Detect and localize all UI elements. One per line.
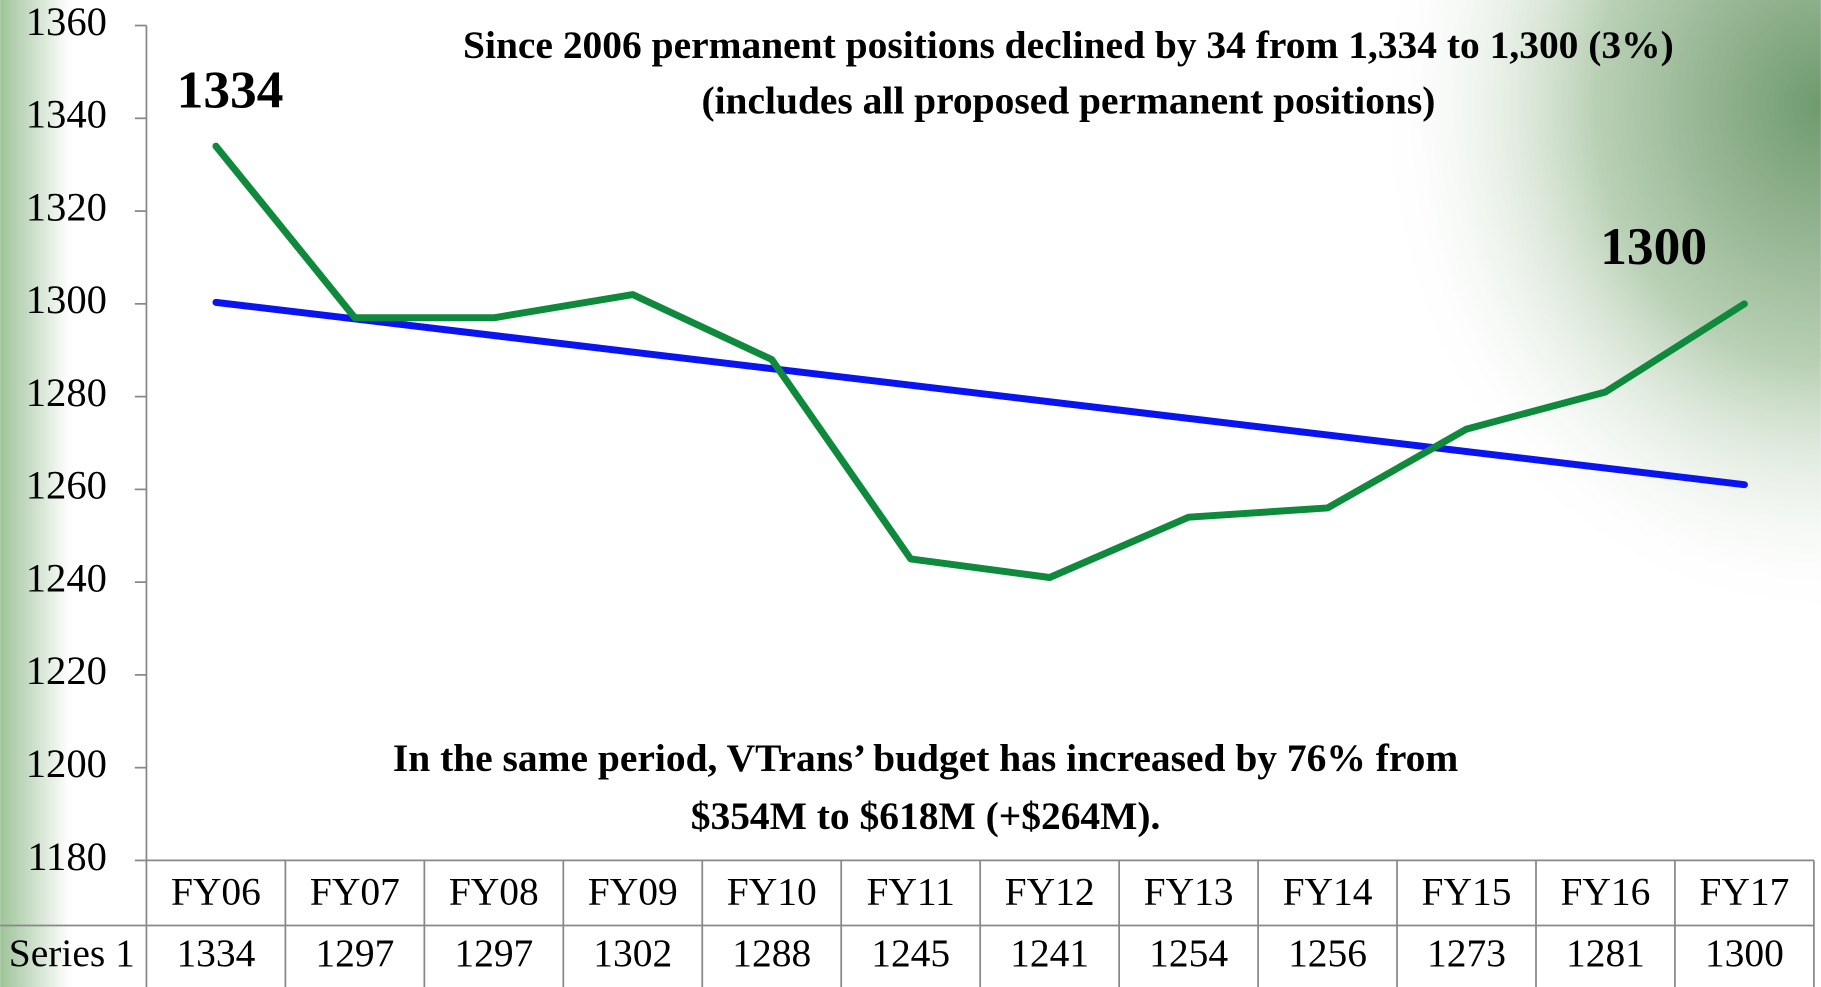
y-tick-label: 1200: [26, 741, 107, 786]
y-tick-label: 1340: [26, 92, 107, 137]
y-tick-label: 1220: [26, 648, 107, 693]
table-value: 1288: [732, 931, 811, 975]
data-line: [212, 142, 1748, 581]
x-tick-label: FY11: [866, 869, 954, 913]
y-tick-label: 1360: [26, 0, 107, 44]
trendline: [212, 298, 1748, 489]
table-value: 1245: [871, 931, 950, 975]
table-value: 1254: [1149, 931, 1228, 975]
table-value: 1302: [593, 931, 672, 975]
x-tick-label: FY09: [588, 869, 678, 913]
y-tick-label: 1320: [26, 184, 107, 229]
x-tick-label: FY16: [1560, 869, 1650, 913]
x-tick-label: FY13: [1144, 869, 1234, 913]
table-value: 1281: [1566, 931, 1645, 975]
chart-title: Since 2006 permanent positions declined …: [463, 23, 1674, 67]
table-value: 1297: [315, 931, 394, 975]
table-value: 1241: [1010, 931, 1089, 975]
table-value: 1300: [1705, 931, 1784, 975]
x-tick-label: FY08: [449, 869, 539, 913]
y-tick-label: 1260: [26, 463, 107, 508]
y-tick-label: 1180: [27, 834, 107, 879]
annotation: $354M to $618M (+$264M).: [691, 794, 1161, 838]
table-value: 1334: [176, 931, 255, 975]
x-tick-label: FY06: [171, 869, 261, 913]
x-tick-label: FY15: [1422, 869, 1512, 913]
legend-label: Series 1: [9, 931, 135, 975]
table-value: 1297: [454, 931, 533, 975]
x-tick-label: FY10: [727, 869, 817, 913]
y-tick-label: 1240: [26, 555, 107, 600]
data-label: 1334: [177, 59, 284, 119]
table-value: 1256: [1288, 931, 1367, 975]
data-label: 1300: [1600, 216, 1707, 276]
background-strip: [0, 0, 70, 987]
annotation: In the same period, VTrans’ budget has i…: [393, 736, 1458, 780]
x-tick-label: FY17: [1699, 869, 1789, 913]
x-tick-label: FY12: [1005, 869, 1095, 913]
y-tick-label: 1300: [26, 277, 107, 322]
background-image: [1219, 0, 1821, 697]
x-tick-label: FY14: [1283, 869, 1373, 913]
table-value: 1273: [1427, 931, 1506, 975]
y-tick-label: 1280: [26, 370, 107, 415]
chart-title: (includes all proposed permanent positio…: [701, 79, 1435, 123]
x-tick-label: FY07: [310, 869, 400, 913]
